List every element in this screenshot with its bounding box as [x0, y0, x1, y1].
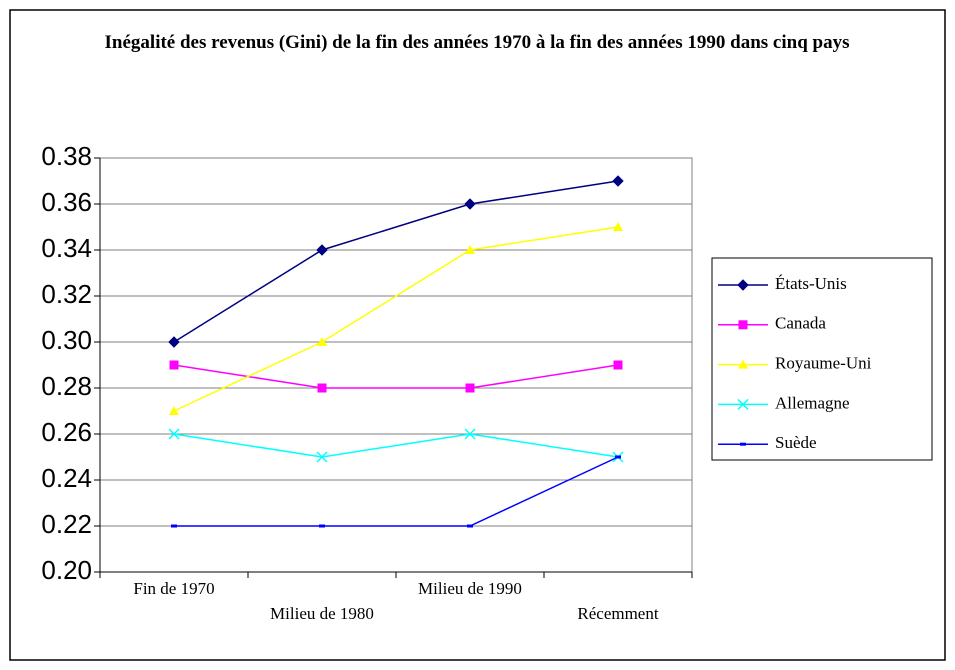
series-line [173, 180, 619, 343]
series-line [173, 433, 619, 458]
y-tick-label: 0.22 [41, 509, 92, 539]
x-tick-label: Milieu de 1980 [270, 604, 374, 623]
legend-label: Canada [775, 314, 826, 333]
legend-label: Allemagne [775, 393, 850, 412]
y-tick-label: 0.34 [41, 233, 92, 263]
data-point [317, 383, 327, 393]
y-tick-label: 0.30 [41, 325, 92, 355]
data-point [169, 406, 179, 415]
legend-label: Suède [775, 433, 817, 452]
data-point [317, 337, 327, 346]
legend-marker [738, 320, 748, 330]
x-tick-label: Récemment [577, 604, 658, 623]
legend-marker [738, 359, 748, 369]
legend-label: Royaume-Uni [775, 354, 872, 373]
y-tick-label: 0.32 [41, 279, 92, 309]
legend-box [711, 257, 933, 461]
y-tick-label: 0.38 [41, 141, 92, 171]
legend-marker [737, 398, 749, 410]
y-tick-label: 0.28 [41, 371, 92, 401]
data-point [171, 524, 177, 528]
y-tick-label: 0.20 [41, 555, 92, 585]
data-point [465, 245, 475, 254]
chart-title: Inégalité des revenus (Gini) de la fin d… [104, 32, 850, 53]
data-point [168, 336, 180, 348]
data-point [169, 360, 179, 370]
data-point [615, 455, 621, 459]
y-tick-label: 0.36 [41, 187, 92, 217]
plot-area [99, 157, 693, 573]
data-point [613, 360, 623, 370]
data-point [316, 451, 328, 463]
data-point [464, 428, 476, 440]
x-tick-label: Fin de 1970 [133, 579, 214, 598]
data-point [467, 524, 473, 528]
y-tick-label: 0.24 [41, 463, 92, 493]
x-tick-label: Milieu de 1990 [418, 579, 522, 598]
legend-label: États-Unis [775, 274, 847, 293]
data-point [612, 175, 624, 187]
data-point [168, 428, 180, 440]
data-point [316, 244, 328, 256]
series-line [173, 226, 619, 412]
data-point [465, 383, 475, 393]
series-line [174, 456, 619, 527]
data-point [319, 524, 325, 528]
legend-marker [737, 279, 749, 291]
data-point [613, 222, 623, 231]
y-tick-label: 0.26 [41, 417, 92, 447]
legend-marker [740, 442, 746, 446]
data-point [464, 198, 476, 210]
